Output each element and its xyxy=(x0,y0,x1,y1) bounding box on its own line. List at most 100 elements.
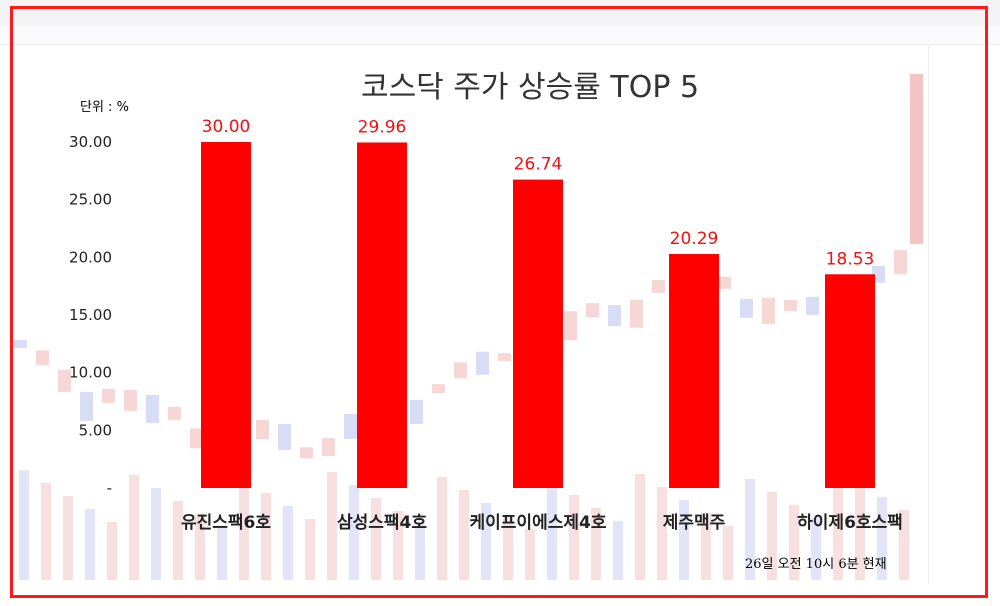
unit-label: 단위 : % xyxy=(80,100,129,115)
background-candle xyxy=(872,265,885,283)
background-candle xyxy=(894,250,907,275)
background-candle xyxy=(740,298,753,318)
y-tick-label: 30.00 xyxy=(69,133,112,151)
y-tick-label: 25.00 xyxy=(69,191,112,209)
background-candle xyxy=(256,420,269,440)
background-volume-bar xyxy=(877,497,887,580)
background-volume-bar xyxy=(899,510,909,580)
background-candle xyxy=(910,74,923,244)
y-tick-label: - xyxy=(107,479,112,497)
background-candle xyxy=(322,438,335,457)
x-category-label: 케이프이에스제4호 xyxy=(470,513,607,533)
chart-frame xyxy=(10,6,988,598)
background-volume-bar xyxy=(327,472,337,580)
background-price-axis xyxy=(928,44,929,584)
background-volume-bar xyxy=(283,506,293,580)
background-volume-bar xyxy=(833,471,843,580)
x-category-label: 삼성스팩4호 xyxy=(337,513,427,533)
background-volume-bar xyxy=(371,498,381,580)
background-volume-bar xyxy=(151,488,161,580)
background-candle xyxy=(652,279,665,293)
background-volume-bar xyxy=(63,496,73,580)
background-volume-bar xyxy=(129,475,139,580)
bar-value-label: 29.96 xyxy=(358,117,407,137)
x-category-label: 유진스팩6호 xyxy=(181,513,271,533)
background-candle xyxy=(190,428,203,449)
background-candle xyxy=(498,353,511,362)
background-candle xyxy=(146,395,159,424)
background-volume-bar xyxy=(503,516,513,580)
bar xyxy=(201,142,251,488)
background-candle xyxy=(58,369,71,392)
background-volume-bar xyxy=(217,527,227,580)
y-tick-label: 10.00 xyxy=(69,364,112,382)
background-candle xyxy=(476,351,489,375)
background-candle xyxy=(278,423,291,450)
background-candle xyxy=(300,447,313,459)
background-candle xyxy=(784,300,797,312)
background-candle xyxy=(36,350,49,366)
bar-value-label: 30.00 xyxy=(202,117,251,137)
background-candle xyxy=(454,362,467,379)
background-candle xyxy=(718,276,731,289)
background-volume-bar xyxy=(789,505,799,580)
background-volume-bar xyxy=(767,492,777,580)
background-volume-bar xyxy=(481,503,491,580)
background-candle xyxy=(14,340,27,348)
background-volume-bar xyxy=(855,484,865,580)
background-candle xyxy=(432,384,445,394)
background-volume-bar xyxy=(305,519,315,580)
background-volume-bar xyxy=(525,529,535,580)
background-volume-bar xyxy=(85,509,95,580)
background-volume-bar xyxy=(107,522,117,580)
background-candle xyxy=(410,399,423,424)
bar-value-label: 20.29 xyxy=(670,229,719,249)
background-volume-bar xyxy=(41,483,51,580)
background-candle xyxy=(344,413,357,439)
background-candle xyxy=(762,297,775,324)
background-volume-bar xyxy=(701,513,711,580)
background-candle xyxy=(80,391,93,421)
background-volume-bar xyxy=(811,518,821,580)
background-candle xyxy=(168,406,181,420)
bar-value-label: 18.53 xyxy=(826,249,875,269)
background-candle xyxy=(124,389,137,411)
background-volume-bar xyxy=(723,526,733,580)
background-volume-bar xyxy=(349,485,359,580)
y-tick-label: 15.00 xyxy=(69,306,112,324)
background-volume-bar xyxy=(745,479,755,580)
background-quote-bar xyxy=(0,26,1000,45)
background-volume-bar xyxy=(239,480,249,580)
bar-value-label: 26.74 xyxy=(514,155,563,175)
x-category-label: 하이제6호스팩 xyxy=(797,513,903,533)
background-volume-bar xyxy=(437,477,447,580)
timestamp-note: 26일 오전 10시 6분 현재 xyxy=(745,557,887,572)
bar xyxy=(357,142,407,488)
background-volume-bar xyxy=(173,501,183,580)
background-volume-bar xyxy=(393,511,403,580)
background-volume-bar xyxy=(459,490,469,580)
background-volume-bar xyxy=(591,508,601,580)
background-candle xyxy=(564,311,577,341)
background-candle xyxy=(586,303,599,318)
y-tick-label: 5.00 xyxy=(79,421,112,439)
bar xyxy=(825,274,875,488)
background-volume-bar xyxy=(195,514,205,580)
bar xyxy=(513,179,563,488)
background-candle xyxy=(102,388,115,403)
background-volume-bar xyxy=(569,495,579,580)
background-volume-bar xyxy=(679,500,689,580)
background-volume-bar xyxy=(19,470,29,580)
background-volume-bar xyxy=(415,524,425,580)
background-candle xyxy=(806,296,819,315)
background-volume-bar xyxy=(261,493,271,580)
bar xyxy=(669,253,719,488)
y-tick-label: 20.00 xyxy=(69,248,112,266)
background-volume-bar xyxy=(547,482,557,580)
background-candle xyxy=(630,299,643,328)
chart-title: 코스닥 주가 상승률 TOP 5 xyxy=(360,70,700,105)
background-candle xyxy=(608,305,621,327)
background-volume-bar xyxy=(657,487,667,580)
background-volume-bar xyxy=(613,521,623,580)
